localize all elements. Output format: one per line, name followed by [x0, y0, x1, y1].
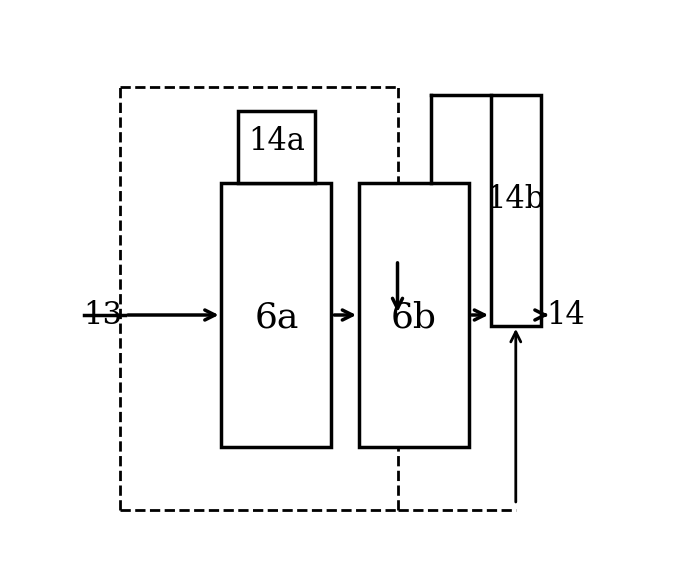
Bar	[359, 183, 469, 447]
Bar	[238, 112, 315, 183]
Text: 14b: 14b	[487, 184, 545, 215]
Text: 14: 14	[546, 299, 585, 331]
Bar	[221, 183, 331, 447]
Text: 6a: 6a	[254, 301, 299, 335]
Text: 13: 13	[84, 299, 122, 331]
Bar	[491, 95, 541, 326]
Text: 14a: 14a	[248, 126, 305, 157]
Text: 6b: 6b	[391, 301, 437, 335]
